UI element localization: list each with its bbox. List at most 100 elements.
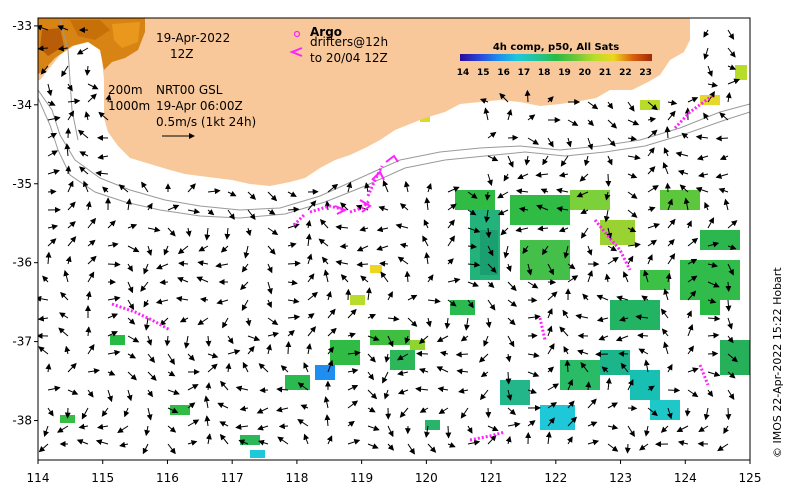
current-vector-arrow-icon bbox=[307, 291, 318, 301]
current-vector-arrow-icon bbox=[307, 273, 315, 283]
current-vector-arrow-icon bbox=[627, 135, 637, 142]
current-vector-arrow-icon bbox=[67, 201, 76, 211]
current-vector-arrow-icon bbox=[297, 382, 309, 391]
colorbar-title: 4h comp, p50, All Sats bbox=[493, 42, 619, 53]
current-vector-arrow-icon bbox=[479, 389, 489, 401]
current-vector-arrow-icon bbox=[387, 443, 395, 451]
current-vector-arrow-icon bbox=[306, 343, 312, 355]
current-vector-arrow-icon bbox=[47, 150, 58, 157]
current-vector-arrow-icon bbox=[707, 65, 713, 77]
current-vector-arrow-icon bbox=[507, 299, 517, 307]
current-vector-arrow-icon bbox=[387, 425, 394, 438]
current-vector-arrow-icon bbox=[707, 298, 717, 304]
current-vector-arrow-icon bbox=[466, 425, 473, 434]
current-vector-arrow-icon bbox=[287, 223, 300, 229]
y-tick-label: -36 bbox=[12, 256, 32, 270]
current-vector-arrow-icon bbox=[127, 263, 133, 272]
current-vector-arrow-icon bbox=[527, 314, 541, 321]
current-vector-arrow-icon bbox=[117, 425, 129, 434]
current-vector-arrow-icon bbox=[227, 349, 241, 355]
y-axis: -33 -34 -35 -36 -37 -38 bbox=[12, 19, 38, 428]
colorbar-tick-label: 18 bbox=[538, 68, 551, 78]
colorbar-tick-label: 17 bbox=[518, 68, 531, 78]
drifter-arrowheads bbox=[334, 154, 399, 215]
current-vector-arrow-icon bbox=[222, 317, 229, 329]
current-vector-arrow-icon bbox=[545, 431, 552, 445]
current-vector-arrow-icon bbox=[82, 180, 89, 193]
current-vector-arrow-icon bbox=[687, 237, 699, 247]
current-vector-arrow-icon bbox=[376, 226, 389, 233]
current-vector-arrow-icon bbox=[558, 226, 569, 233]
current-vector-arrow-icon bbox=[146, 245, 153, 256]
current-vector-arrow-icon bbox=[587, 119, 595, 127]
current-vector-arrow-icon bbox=[460, 407, 469, 419]
current-vector-arrow-icon bbox=[587, 137, 594, 151]
current-vector-arrow-icon bbox=[687, 290, 697, 301]
current-vector-arrow-icon bbox=[547, 137, 554, 148]
current-vector-arrow-icon bbox=[547, 343, 555, 355]
current-vector-arrow-icon bbox=[463, 317, 470, 331]
x-tick-label: 118 bbox=[285, 471, 308, 485]
current-vector-arrow-icon bbox=[105, 94, 112, 103]
current-vector-arrow-icon bbox=[404, 270, 411, 283]
current-vector-arrow-icon bbox=[300, 404, 309, 410]
current-vector-arrow-icon bbox=[547, 96, 554, 103]
current-vector-arrow-icon bbox=[596, 316, 609, 323]
drifters-label: drifters@12h bbox=[310, 35, 388, 49]
current-vector-arrow-icon bbox=[247, 209, 256, 220]
current-vector-arrow-icon bbox=[241, 263, 249, 273]
current-vector-arrow-icon bbox=[567, 436, 573, 445]
current-vector-arrow-icon bbox=[367, 314, 377, 320]
current-vector-arrow-icon bbox=[66, 83, 73, 92]
colorbar-tick-label: 21 bbox=[599, 68, 612, 78]
current-vector-arrow-icon bbox=[347, 308, 357, 319]
current-vector-arrow-icon bbox=[347, 400, 359, 409]
current-vector-arrow-icon bbox=[367, 389, 378, 400]
current-vector-arrow-icon bbox=[340, 202, 349, 211]
current-vector-arrow-icon bbox=[285, 341, 292, 355]
current-vector-arrow-icon bbox=[87, 217, 97, 229]
current-vector-arrow-icon bbox=[507, 134, 519, 141]
x-tick-label: 125 bbox=[739, 471, 762, 485]
current-vector-arrow-icon bbox=[323, 269, 330, 283]
drifter-track-9 bbox=[349, 198, 372, 214]
current-vector-arrow-icon bbox=[639, 443, 649, 451]
current-vector-arrow-icon bbox=[687, 367, 699, 374]
current-vector-arrow-icon bbox=[387, 335, 394, 348]
current-vector-arrow-icon bbox=[382, 179, 389, 193]
current-vector-arrow-icon bbox=[256, 407, 269, 414]
current-vector-arrow-icon bbox=[85, 326, 92, 337]
current-vector-arrow-icon bbox=[607, 424, 619, 430]
current-vector-arrow-icon bbox=[38, 346, 49, 355]
current-vector-arrow-icon bbox=[627, 255, 634, 265]
current-vector-arrow-icon bbox=[698, 171, 709, 178]
current-vector-arrow-icon bbox=[662, 161, 669, 175]
drifter-tracks bbox=[111, 94, 713, 442]
current-vector-arrow-icon bbox=[47, 169, 60, 175]
current-vector-arrow-icon bbox=[558, 171, 569, 178]
x-tick-label: 121 bbox=[480, 471, 503, 485]
current-vector-arrow-icon bbox=[567, 263, 576, 270]
current-vector-arrow-icon bbox=[424, 197, 431, 211]
current-vector-arrow-icon bbox=[485, 407, 492, 419]
current-vector-arrow-icon bbox=[287, 260, 301, 267]
current-vector-arrow-icon bbox=[327, 183, 339, 193]
current-vector-arrow-icon bbox=[267, 191, 278, 202]
sst-patches bbox=[60, 65, 750, 458]
hour-label: 12Z bbox=[170, 47, 194, 61]
current-vector-arrow-icon bbox=[81, 407, 89, 420]
current-vector-arrow-icon bbox=[205, 335, 212, 347]
current-vector-arrow-icon bbox=[664, 182, 671, 193]
current-vector-arrow-icon bbox=[563, 346, 570, 355]
current-vector-arrow-icon bbox=[707, 332, 720, 339]
current-vector-arrow-icon bbox=[684, 407, 691, 417]
current-vector-arrow-icon bbox=[207, 188, 221, 195]
current-vector-arrow-icon bbox=[677, 169, 689, 176]
current-vector-arrow-icon bbox=[277, 436, 289, 445]
depth-1000-label: 1000m bbox=[108, 99, 150, 113]
current-vector-arrow-icon bbox=[240, 281, 249, 291]
current-vector-arrow-icon bbox=[447, 258, 454, 265]
current-vector-arrow-icon bbox=[87, 93, 97, 103]
current-vector-arrow-icon bbox=[327, 327, 337, 337]
current-vector-arrow-icon bbox=[527, 352, 540, 358]
